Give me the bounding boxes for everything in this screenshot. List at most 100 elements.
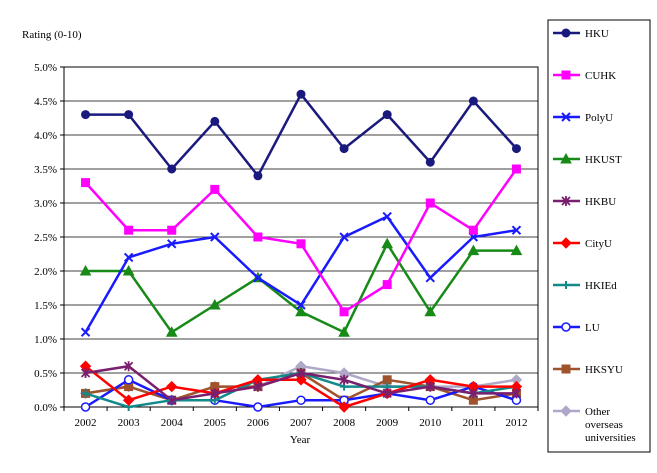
legend-label: CityU [585, 238, 612, 250]
x-axis-ticks: 2002 2003 2004 2005 2006 2007 2008 2009 2010 2011… [63, 407, 539, 429]
data-point [80, 368, 91, 378]
legend-marker [561, 322, 571, 332]
x-tick-label: 2002 [75, 417, 97, 429]
data-point [338, 401, 350, 413]
legend-marker [561, 364, 571, 374]
data-point [253, 381, 263, 392]
data-point [123, 375, 134, 385]
legend-label: Other [585, 406, 610, 418]
x-tick-label: 2010 [419, 417, 442, 429]
data-point [81, 110, 91, 120]
data-point [210, 184, 220, 194]
data-point [382, 388, 392, 399]
data-point [167, 164, 177, 174]
legend-label: LU [585, 322, 600, 334]
data-point [511, 164, 521, 174]
data-point [123, 361, 134, 372]
legend-marker [560, 152, 572, 164]
x-tick-label: 2003 [118, 417, 141, 429]
data-point [81, 389, 90, 398]
x-tick-label: 2011 [463, 417, 485, 429]
legend-marker [561, 70, 571, 80]
data-point [295, 374, 307, 386]
y-tick-label: 0.5% [34, 368, 57, 380]
x-tick-label: 2007 [290, 417, 313, 429]
data-point [124, 225, 134, 235]
legend-marker [560, 237, 572, 249]
legend-item: HKSYU [553, 364, 623, 376]
legend-item: LU [553, 322, 600, 334]
data-point [511, 225, 522, 235]
legend-label: overseas [585, 419, 623, 431]
legend-marker [562, 281, 570, 289]
legend-item: HKIEd [553, 280, 617, 292]
data-point [381, 237, 394, 249]
y-tick-label: 1.0% [34, 334, 57, 346]
x-tick-label: 2005 [204, 417, 227, 429]
data-point [124, 110, 134, 120]
data-point [122, 264, 135, 276]
y-tick-label: 4.5% [34, 96, 57, 108]
data-point [382, 110, 392, 120]
legend-label: HKBU [585, 196, 616, 208]
data-point [81, 178, 91, 188]
y-tick-label: 5.0% [34, 62, 57, 74]
data-point [296, 368, 306, 378]
data-point [468, 225, 478, 235]
data-point [425, 395, 436, 405]
legend-marker [561, 28, 571, 38]
x-tick-label: 2009 [376, 417, 399, 429]
legend-item: HKU [553, 28, 609, 40]
y-axis-label: Rating (0-10) [22, 29, 82, 41]
data-point [511, 144, 521, 154]
x-axis-label: Year [290, 434, 311, 446]
series-cuhk [81, 164, 521, 317]
data-point [425, 273, 435, 283]
data-point [296, 300, 306, 310]
series-group [79, 89, 523, 413]
data-point [339, 307, 349, 317]
data-point [123, 252, 134, 263]
data-point [253, 232, 263, 242]
legend-item: HKUST [553, 152, 622, 166]
data-point [425, 157, 435, 167]
data-point [339, 232, 349, 242]
series-hku [81, 89, 521, 181]
data-point [167, 225, 177, 235]
data-point [79, 264, 92, 276]
data-point [511, 388, 522, 399]
x-tick-label: 2012 [505, 417, 527, 429]
series-hkust [79, 237, 523, 337]
data-point [208, 298, 221, 310]
legend-label: universities [585, 432, 636, 444]
data-point [467, 244, 480, 256]
data-point [296, 239, 306, 249]
y-tick-label: 4.0% [34, 130, 57, 142]
data-point [339, 144, 349, 154]
data-point [167, 395, 177, 406]
data-point [510, 244, 523, 256]
data-point [382, 280, 392, 290]
data-point [210, 116, 220, 126]
data-point [167, 239, 177, 249]
data-point [339, 374, 349, 385]
data-point [80, 327, 91, 337]
data-point [253, 273, 263, 283]
series-hkbu [80, 361, 522, 406]
legend-label: HKU [585, 28, 609, 40]
data-point [425, 381, 435, 392]
legend-item: CityU [553, 237, 612, 250]
legend-marker [561, 112, 571, 122]
data-point [296, 89, 306, 99]
legend-label: HKSYU [585, 364, 623, 376]
data-point [210, 232, 220, 242]
data-point [80, 402, 91, 412]
data-point [424, 305, 437, 317]
y-axis-ticks: 0.0% 0.5% 1.0% 1.5% 2.0% 2.5% 3.0% 3.5% 4.0% 4.5%… [34, 62, 64, 414]
x-tick-label: 2008 [333, 417, 356, 429]
legend: HKU CUHK PolyU HKUST HKBU CityU HKIEd LU HKSYU Ot… [547, 19, 651, 453]
legend-box [547, 19, 651, 453]
